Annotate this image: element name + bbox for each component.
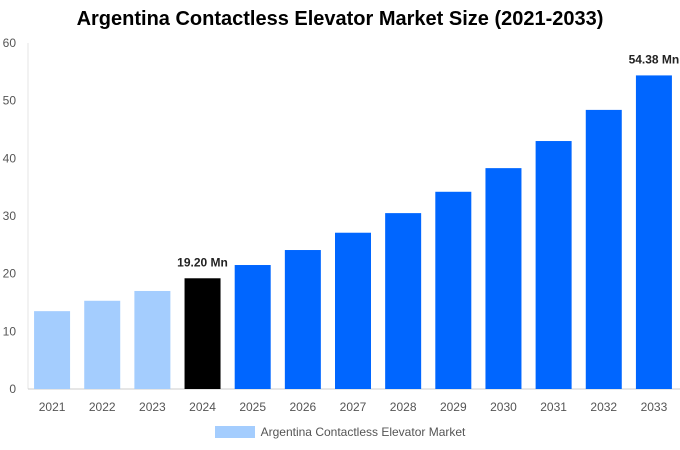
x-tick-label: 2033	[641, 400, 668, 414]
bar-2032	[585, 109, 622, 389]
x-tick-label: 2030	[490, 400, 517, 414]
legend: Argentina Contactless Elevator Market	[0, 425, 680, 439]
x-tick-label: 2027	[340, 400, 367, 414]
bar-2025	[234, 265, 271, 389]
x-tick-label: 2023	[139, 400, 166, 414]
x-tick-label: 2021	[39, 400, 66, 414]
bar-2022	[84, 300, 121, 389]
legend-label: Argentina Contactless Elevator Market	[260, 425, 466, 439]
bar-2030	[485, 168, 522, 389]
y-tick-label: 60	[3, 36, 17, 50]
x-tick-label: 2026	[289, 400, 316, 414]
y-tick-label: 50	[3, 94, 17, 108]
bar-2028	[385, 213, 422, 389]
y-tick-label: 30	[3, 209, 17, 223]
x-tick-label: 2028	[390, 400, 417, 414]
x-tick-label: 2032	[590, 400, 617, 414]
chart-title: Argentina Contactless Elevator Market Si…	[76, 8, 604, 30]
bar-2023	[134, 290, 171, 389]
bar-2024	[184, 278, 221, 389]
y-tick-label: 0	[9, 382, 16, 396]
legend-swatch	[214, 426, 255, 438]
bar-2021	[34, 311, 71, 389]
data-label-2033: 54.38 Mn	[629, 52, 680, 66]
bar-2027	[335, 232, 371, 389]
x-tick-label: 2024	[189, 400, 216, 414]
bar-2031	[535, 141, 572, 389]
bar-2026	[284, 250, 321, 389]
data-label-2024: 19.20 Mn	[177, 255, 228, 269]
y-tick-label: 20	[3, 267, 17, 281]
y-tick-label: 10	[3, 324, 17, 338]
x-tick-label: 2029	[440, 400, 467, 414]
y-tick-label: 40	[3, 151, 17, 165]
bar-2029	[435, 191, 472, 389]
x-tick-label: 2031	[540, 400, 567, 414]
bar-2033	[635, 75, 672, 390]
x-tick-label: 2025	[239, 400, 266, 414]
x-tick-label: 2022	[89, 400, 116, 414]
